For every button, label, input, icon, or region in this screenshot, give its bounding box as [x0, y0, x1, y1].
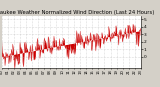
- Title: Milwaukee Weather Normalized Wind Direction (Last 24 Hours): Milwaukee Weather Normalized Wind Direct…: [0, 10, 154, 15]
